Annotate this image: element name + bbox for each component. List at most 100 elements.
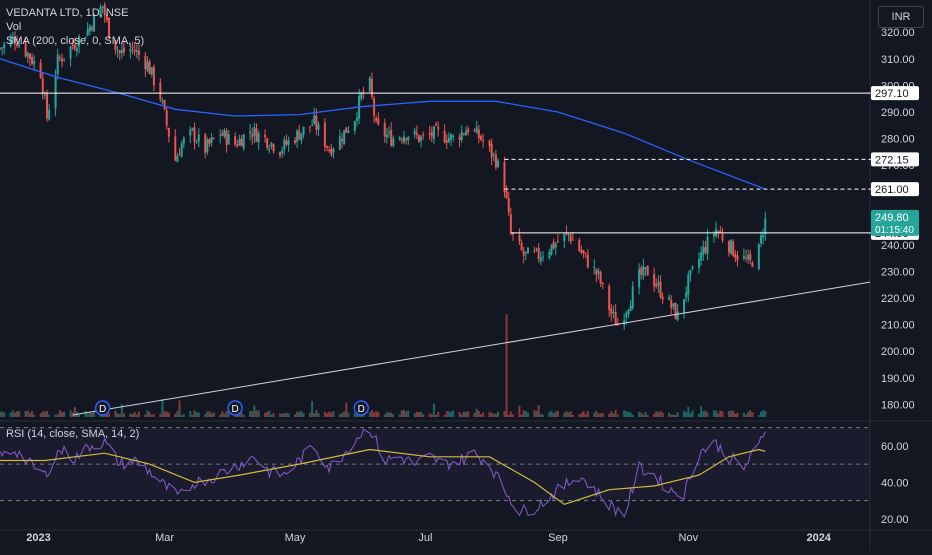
volume-bar xyxy=(326,413,329,417)
volume-bar xyxy=(195,412,198,417)
candle-body xyxy=(144,55,147,70)
candle-body xyxy=(659,281,662,298)
rsi-legend[interactable]: RSI (14, close, SMA, 14, 2) xyxy=(6,428,140,440)
candle-body xyxy=(505,190,508,199)
symbol-legend[interactable]: VEDANTA LTD, 1D, NSE Vol SMA (200, close… xyxy=(6,6,144,48)
candle-body xyxy=(189,129,192,136)
candle-body xyxy=(407,136,410,141)
volume-bar xyxy=(341,412,344,417)
volume-bar xyxy=(9,412,12,417)
candle-body xyxy=(90,27,93,30)
candle-body xyxy=(405,138,408,141)
symbol-title[interactable]: VEDANTA LTD, 1D, NSE xyxy=(6,7,129,19)
time-tick-label: Sep xyxy=(548,532,568,544)
candle-body xyxy=(578,239,581,251)
volume-bar xyxy=(655,411,658,417)
candle-body xyxy=(751,262,754,267)
price-tick-label: 280.00 xyxy=(881,134,915,146)
volume-bar xyxy=(313,413,316,417)
volume-bar xyxy=(204,414,207,417)
volume-bar xyxy=(197,412,200,417)
volume-bar xyxy=(405,411,408,417)
volume-bar xyxy=(522,410,525,417)
candle-body xyxy=(341,139,344,142)
volume-bar xyxy=(330,412,333,417)
volume-bar xyxy=(268,410,271,417)
candle-body xyxy=(272,144,275,152)
volume-bar xyxy=(623,410,626,417)
volume-bar xyxy=(730,410,733,417)
volume-bar xyxy=(518,405,521,417)
candle-body xyxy=(580,249,583,253)
volume-bar xyxy=(28,412,31,417)
volume-bar xyxy=(539,414,542,417)
volume-bar xyxy=(223,413,226,417)
candle-body xyxy=(745,257,748,259)
price-tick-label: 310.00 xyxy=(881,54,915,66)
volume-bar xyxy=(420,411,423,417)
volume-bar xyxy=(368,412,371,417)
volume-bar xyxy=(567,412,570,417)
volume-bar xyxy=(691,410,694,417)
currency-button[interactable]: INR xyxy=(878,6,924,28)
volume-bar xyxy=(403,410,406,417)
candle-body xyxy=(31,56,34,64)
candle-body xyxy=(129,49,132,52)
price-tick-label: 230.00 xyxy=(881,266,915,278)
candle-body xyxy=(69,46,72,59)
volume-bar xyxy=(653,413,656,417)
volume-legend[interactable]: Vol xyxy=(6,21,22,33)
volume-bar xyxy=(715,410,718,417)
candle-body xyxy=(1,47,4,49)
volume-bar xyxy=(283,412,286,417)
candle-body xyxy=(302,126,305,135)
volume-bar xyxy=(627,411,630,417)
candle-body xyxy=(11,36,14,40)
candle-body xyxy=(373,98,376,116)
candle-body xyxy=(353,121,356,131)
candle-body xyxy=(597,270,600,274)
candle-body xyxy=(24,41,27,57)
candle-body xyxy=(450,134,453,140)
volume-bar xyxy=(556,410,559,417)
volume-bar xyxy=(742,412,745,417)
price-tick-label: 210.00 xyxy=(881,320,915,332)
volume-bar xyxy=(257,410,260,417)
volume-bar xyxy=(535,410,538,417)
candle-body xyxy=(482,140,485,142)
volume-bar xyxy=(144,414,147,417)
volume-bar xyxy=(293,414,296,417)
volume-bar xyxy=(240,412,243,417)
volume-bar xyxy=(764,411,767,417)
candle-body xyxy=(146,61,149,71)
volume-bar xyxy=(48,414,51,417)
volume-bar xyxy=(39,413,42,417)
volume-bar xyxy=(450,411,453,417)
volume-bar xyxy=(657,412,660,417)
candle-body xyxy=(539,257,542,262)
sma-legend[interactable]: SMA (200, close, 0, SMA, 5) xyxy=(6,35,145,47)
volume-bar xyxy=(610,411,613,417)
candle-body xyxy=(747,255,750,260)
candle-body xyxy=(3,43,6,49)
candle-body xyxy=(165,110,168,126)
volume-bar xyxy=(287,413,290,417)
candle-body xyxy=(255,128,258,142)
rsi-tick-label: 60.00 xyxy=(881,441,909,453)
time-tick-label: Jul xyxy=(418,532,432,544)
volume-bar xyxy=(385,412,388,417)
volume-bar xyxy=(704,410,707,417)
candle-body xyxy=(674,303,677,319)
volume-bar xyxy=(597,413,600,417)
candle-body xyxy=(86,28,89,36)
rsi-tick-label: 40.00 xyxy=(881,477,909,489)
candle-body xyxy=(101,6,104,8)
candle-body xyxy=(445,140,448,143)
candle-body xyxy=(266,138,269,148)
candle-body xyxy=(670,299,673,308)
volume-bar xyxy=(118,414,121,417)
candle-body xyxy=(492,153,495,156)
candle-body xyxy=(712,234,715,237)
